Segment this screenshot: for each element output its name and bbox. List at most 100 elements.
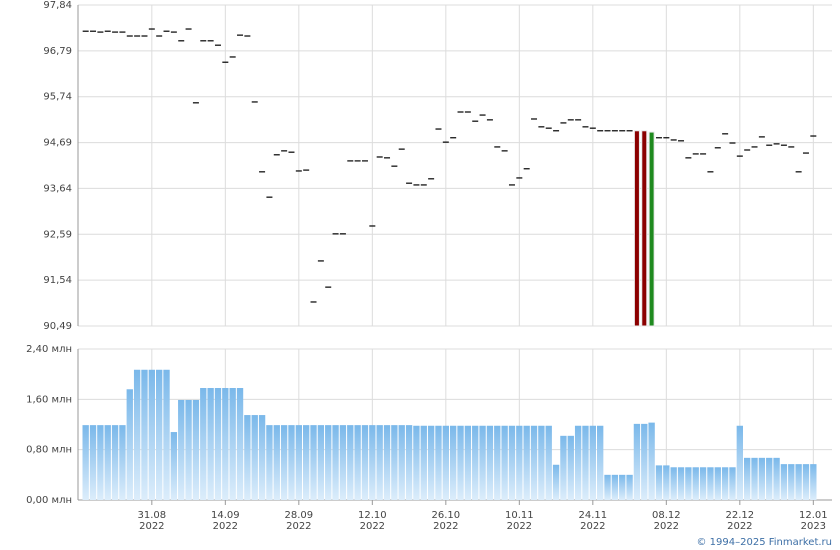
volume-bar (729, 467, 736, 500)
x-tick-label: 2022 (654, 521, 679, 532)
volume-bar (611, 474, 619, 500)
volume-bar (766, 457, 773, 500)
volume-bar (538, 425, 545, 500)
x-tick-label: 2022 (139, 521, 164, 532)
volume-bar (442, 425, 449, 500)
volume-bar (450, 425, 457, 500)
volume-bar (244, 415, 251, 500)
y-tick-label: 97,84 (43, 0, 72, 11)
y-tick-label: 93,64 (43, 183, 72, 194)
volume-bar (560, 435, 567, 500)
y-tick-label: 92,59 (43, 229, 72, 240)
volume-bar (310, 425, 317, 500)
volume-bar (435, 425, 442, 500)
volume-bar (626, 474, 633, 500)
y-tick-label: 1,60 млн (26, 394, 72, 405)
x-tick-label: 2022 (727, 521, 752, 532)
volume-bar (699, 467, 707, 500)
volume-bar (111, 425, 119, 500)
volume-bar (207, 388, 214, 500)
volume-bar (472, 425, 479, 500)
volume-bar (170, 432, 178, 500)
x-tick-label: 26.10 (432, 510, 461, 521)
y-tick-label: 90,49 (43, 321, 72, 332)
volume-bar (405, 425, 413, 500)
volume-bar (685, 467, 692, 500)
volume-bar (325, 425, 332, 500)
volume-bar (332, 425, 339, 500)
volume-bar (89, 425, 97, 500)
volume-bar (486, 425, 494, 500)
y-tick-label: 0,00 млн (26, 495, 72, 506)
x-tick-label: 2023 (801, 521, 826, 532)
y-tick-label: 94,69 (43, 138, 72, 149)
volume-bar (185, 399, 192, 500)
x-tick-label: 08.12 (652, 510, 681, 521)
volume-bar (582, 425, 589, 500)
volume-bar (736, 425, 743, 500)
volume-bar (398, 425, 405, 500)
volume-bar (427, 425, 435, 500)
volume-bar (236, 388, 244, 500)
volume-bar (692, 467, 699, 500)
x-tick-label: 22.12 (726, 510, 755, 521)
x-tick-label: 31.08 (138, 510, 167, 521)
volume-bar (258, 415, 266, 500)
x-tick-label: 2022 (213, 521, 238, 532)
volume-bar (597, 425, 604, 500)
volume-bar (655, 465, 663, 500)
volume-bar (354, 425, 361, 500)
volume-bar (347, 425, 354, 500)
volume-bar (229, 388, 236, 500)
volume-bar (156, 369, 163, 500)
volume-bar (552, 464, 560, 500)
x-tick-label: 12.01 (799, 510, 828, 521)
volume-bar (266, 425, 273, 500)
volume-bar (119, 425, 126, 500)
x-tick-label: 14.09 (211, 510, 240, 521)
volume-bar (619, 474, 626, 500)
x-tick-label: 28.09 (285, 510, 314, 521)
footer: © 1994–2025 Finmarket.ru (696, 537, 832, 548)
volume-bar (141, 369, 148, 500)
volume-bar (361, 425, 369, 500)
volume-bar (501, 425, 508, 500)
volume-bar (516, 425, 523, 500)
volume-bar (214, 388, 222, 500)
volume-bar (280, 425, 288, 500)
volume-bar (222, 388, 229, 500)
y-tick-label: 91,54 (43, 275, 72, 286)
volume-bar (383, 425, 391, 500)
volume-bar (810, 464, 817, 500)
volume-bar (303, 425, 310, 500)
volume-bar (795, 464, 802, 500)
volume-bar (707, 467, 714, 500)
volume-bar (317, 425, 325, 500)
volume-bar (457, 425, 464, 500)
y-tick-label: 95,74 (43, 92, 72, 103)
volume-bar (670, 467, 677, 500)
volume-bar (780, 464, 788, 500)
volume-bar (744, 457, 751, 500)
volume-bar (369, 425, 376, 500)
volume-bar (376, 425, 383, 500)
volume-bar (523, 425, 530, 500)
volume-bar (545, 425, 552, 500)
volume-bar (714, 467, 721, 500)
volume-bar (758, 457, 766, 500)
x-tick-label: 24.11 (579, 510, 608, 521)
volume-bar (413, 425, 420, 500)
volume-bar (339, 425, 347, 500)
volume-bar (163, 369, 170, 500)
volume-bar (677, 467, 685, 500)
volume-bar (126, 389, 133, 500)
volume-bar (148, 369, 155, 500)
volume-bar (133, 369, 141, 500)
x-tick-label: 2022 (433, 521, 458, 532)
x-tick-label: 2022 (286, 521, 311, 532)
candle (648, 131, 655, 327)
candle (641, 130, 648, 327)
volume-bar (464, 425, 472, 500)
x-tick-label: 2022 (360, 521, 385, 532)
volume-bar (802, 464, 810, 500)
